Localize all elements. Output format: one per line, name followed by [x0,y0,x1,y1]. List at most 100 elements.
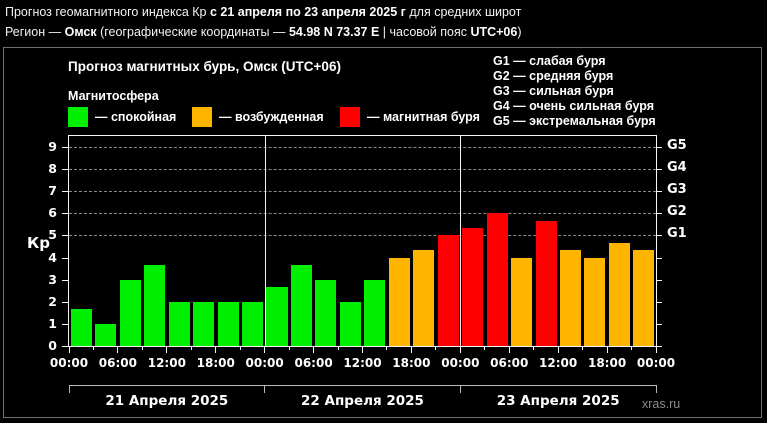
y-tick-right [656,169,662,171]
y-tick-right [656,191,662,193]
day-label: 22 Апреля 2025 [301,393,424,409]
y-tick-label: 4 [48,249,57,265]
y-tick-label: 2 [48,293,57,309]
g-legend-g4: G4 — очень сильная буря [493,99,654,113]
kp-bar [559,250,581,346]
y-tick-label: 0 [48,338,57,353]
x-tick-label: 18:00 [196,356,235,370]
y-tick-right [656,301,662,303]
x-tick [410,346,412,353]
kp-bar [119,279,141,346]
xras-watermark[interactable]: xras.ru [642,397,681,411]
x-tick-label: 12:00 [147,356,186,370]
y-tick-right [656,257,662,259]
kp-bar [315,279,337,346]
kp-bar [266,286,288,346]
day-bracket-tick [264,385,266,393]
kp-bar [413,250,435,346]
kp-bar [168,301,190,346]
day-separator [460,136,462,346]
g-axis-label-g2: G2 [667,204,687,220]
kp-bar [364,279,386,346]
y-tick-label: 5 [48,227,57,243]
x-tick [459,346,461,353]
y-axis-title: Кр [27,234,50,252]
chart-panel: Прогноз магнитных бурь, Омск (UTC+06) Ма… [3,47,762,418]
header-line2-post: ) [517,25,522,39]
x-tick [435,346,437,350]
storm-color-swatch [340,107,360,127]
x-tick [655,346,657,353]
kp-bar [144,264,166,346]
gridline-kp9 [69,147,656,149]
kp-bar [217,301,239,346]
x-tick-label: 18:00 [587,356,627,370]
x-tick [631,346,633,350]
chart-subtitle: Магнитосфера [68,89,159,103]
y-tick-right [656,213,662,215]
x-tick [92,346,94,350]
active-color-swatch [192,107,212,127]
header-line2-pre: Регион — [5,25,65,39]
y-tick-right [656,235,662,237]
g-legend-g3: G3 — сильная буря [493,84,614,98]
kp-bar [290,264,312,346]
day-separator [264,136,266,346]
g-axis-label-g1: G1 [667,226,687,242]
kp-bar [95,323,117,346]
kp-bar [339,301,361,346]
g-axis-label-g3: G3 [667,182,687,198]
gridline-kp6 [69,213,656,215]
x-tick [68,346,70,353]
y-tick-left [62,323,68,325]
x-tick [166,346,168,353]
header-region: Омск [64,25,97,39]
gridline-kp8 [69,169,656,171]
x-tick-label: 00:00 [49,356,89,370]
x-tick [386,346,388,350]
plot-area: Кр 0 1 2 3 4 5 6 7 8 9 G1 G2 G3 G4 G5 00:00 06:00 12:00 18… [27,135,687,409]
kp-bar [70,309,92,346]
y-tick-label: 8 [48,161,57,177]
y-tick-left [62,257,68,259]
x-tick-label: 00:00 [441,356,480,370]
day-label: 23 Апреля 2025 [496,393,620,409]
day-bracket-tick [68,385,70,393]
x-tick-label: 00:00 [245,356,284,370]
kp-bar [242,301,264,346]
g-legend-g1: G1 — слабая буря [493,54,606,68]
x-tick-label: 06:00 [294,356,333,370]
day-bracket-tick [655,385,657,393]
header-line1-post: для средних широт [405,5,522,19]
legend-label-storm: — магнитная буря [367,110,480,124]
x-tick-label: 12:00 [539,356,578,370]
x-tick [239,346,241,350]
x-tick [190,346,192,350]
legend-label-active: — возбужденная [219,110,324,124]
header-timezone: UTC+06 [470,25,518,39]
kp-bar [193,301,215,346]
legend-label-quiet: — спокойная [95,110,177,124]
y-tick-left [62,279,68,281]
x-tick [533,346,535,350]
y-tick-left [62,147,68,149]
kp-bar [608,242,630,346]
x-tick-label: 06:00 [490,356,529,370]
g-axis-label-g5: G5 [667,138,687,154]
y-tick-label: 9 [48,139,57,155]
gridline-kp7 [69,191,656,193]
x-tick-label: 12:00 [343,356,382,370]
x-tick [508,346,510,353]
x-tick [557,346,559,353]
x-tick-label: 06:00 [98,356,138,370]
day-label: 21 Апреля 2025 [105,393,229,409]
y-tick-left [62,346,68,347]
legend-item-storm: — магнитная буря [340,107,480,127]
y-tick-label: 6 [48,205,57,221]
kp-bar [633,250,655,346]
y-tick-label: 1 [48,315,57,331]
day-bracket [69,385,656,386]
kp-bar [486,213,508,346]
header-line2-mid1: (географические координаты — [96,25,289,39]
legend-item-active: — возбужденная [192,107,324,127]
